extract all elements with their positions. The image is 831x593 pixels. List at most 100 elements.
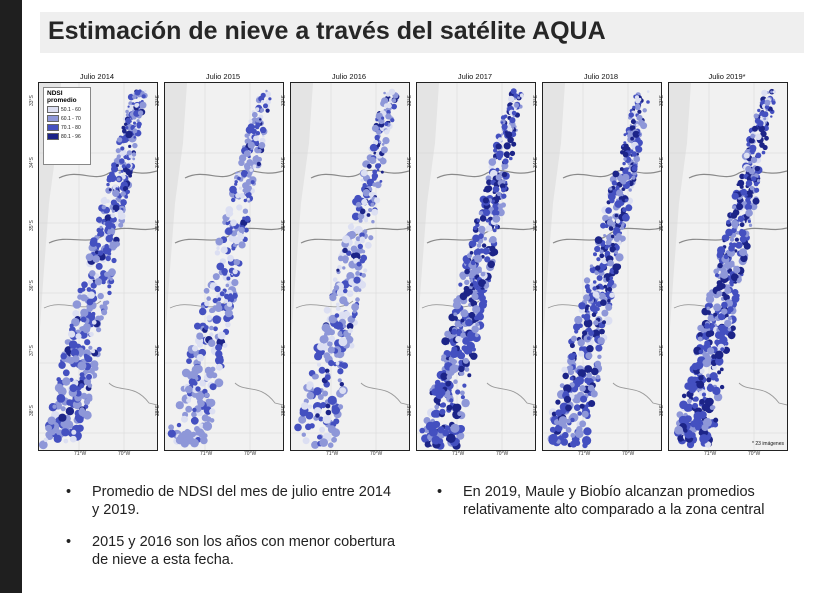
snow-cell bbox=[366, 213, 371, 217]
snow-cell bbox=[492, 209, 500, 217]
snow-cell bbox=[225, 221, 230, 226]
snow-cell bbox=[106, 199, 110, 204]
snow-cell bbox=[635, 98, 641, 104]
snow-cell bbox=[362, 189, 371, 197]
snow-cell bbox=[132, 128, 138, 134]
snow-cell bbox=[745, 165, 752, 173]
snow-cell bbox=[570, 433, 576, 438]
snow-cell bbox=[620, 150, 625, 155]
snow-cell bbox=[737, 215, 745, 222]
snow-cell bbox=[482, 197, 489, 204]
snow-cell bbox=[62, 377, 71, 386]
snow-cell bbox=[602, 320, 606, 325]
snow-cell bbox=[96, 327, 102, 333]
coast-shade bbox=[417, 83, 439, 343]
snow-cell bbox=[105, 300, 110, 305]
map-graphic bbox=[543, 83, 661, 450]
snow-cell bbox=[708, 330, 715, 337]
snow-cell bbox=[83, 398, 91, 405]
snow-cell bbox=[709, 405, 715, 411]
snow-cell bbox=[452, 300, 462, 310]
snow-cell bbox=[352, 314, 357, 319]
lon-tick-label: 70°W bbox=[622, 451, 635, 457]
snow-cell bbox=[477, 288, 482, 293]
snow-cell bbox=[717, 262, 723, 269]
snow-cell bbox=[583, 313, 591, 321]
snow-cell bbox=[595, 374, 601, 380]
snow-cell bbox=[483, 236, 487, 241]
snow-cell bbox=[351, 303, 359, 311]
region-border bbox=[552, 227, 661, 244]
snow-cell bbox=[120, 199, 127, 206]
snow-cell bbox=[221, 258, 226, 264]
snow-cell bbox=[593, 320, 599, 326]
bullet-marker: • bbox=[437, 484, 443, 500]
snow-cell bbox=[746, 142, 751, 147]
snow-cell bbox=[76, 415, 84, 424]
snow-cell bbox=[249, 168, 253, 172]
snow-cell bbox=[730, 262, 735, 268]
snow-cell bbox=[357, 243, 363, 250]
snow-cell bbox=[560, 438, 569, 446]
lat-tick-label: 33°S bbox=[533, 95, 539, 106]
snow-cell bbox=[633, 155, 641, 163]
snow-cell bbox=[608, 279, 615, 286]
snow-cell bbox=[132, 157, 136, 161]
snow-cell bbox=[104, 271, 110, 277]
snow-cell bbox=[240, 170, 249, 178]
snow-cell bbox=[471, 267, 478, 274]
snow-cell bbox=[495, 225, 499, 229]
snow-cell bbox=[109, 171, 115, 178]
snow-cell bbox=[739, 184, 744, 189]
snow-cell bbox=[333, 285, 340, 291]
snow-cell bbox=[262, 134, 265, 138]
snow-cell bbox=[584, 306, 589, 311]
snow-cell bbox=[136, 119, 140, 123]
snow-cell bbox=[68, 330, 76, 338]
snow-cell bbox=[214, 285, 221, 293]
snow-cell bbox=[360, 178, 364, 182]
snow-cell bbox=[238, 154, 247, 162]
snow-cell bbox=[358, 280, 367, 289]
snow-cell bbox=[226, 276, 231, 281]
snow-cell bbox=[608, 216, 613, 221]
snow-cell bbox=[71, 429, 77, 435]
snow-cell bbox=[730, 325, 736, 331]
snow-cell bbox=[206, 296, 211, 301]
snow-cell bbox=[614, 213, 619, 218]
snow-cell bbox=[374, 181, 382, 189]
snow-cell bbox=[237, 233, 245, 241]
snow-cell bbox=[595, 265, 601, 271]
snow-cell bbox=[748, 137, 755, 144]
snow-cell bbox=[575, 376, 584, 385]
snow-cell bbox=[194, 322, 201, 330]
snow-cell bbox=[457, 411, 462, 417]
snow-cell bbox=[230, 219, 237, 227]
legend-item: 60.1 - 70 bbox=[47, 114, 90, 123]
snow-cell bbox=[473, 315, 479, 321]
snow-cell bbox=[108, 226, 112, 230]
snow-cell bbox=[213, 326, 218, 332]
snow-cell bbox=[85, 253, 94, 262]
snow-cell bbox=[497, 137, 503, 143]
snow-cell bbox=[563, 384, 572, 393]
snow-cell bbox=[739, 235, 747, 243]
snow-cell bbox=[437, 426, 445, 434]
snow-cell bbox=[501, 123, 508, 131]
snow-cell bbox=[487, 260, 495, 269]
snow-cell bbox=[733, 265, 739, 271]
snow-cell bbox=[259, 118, 262, 121]
snow-cell bbox=[346, 322, 354, 330]
lon-tick-label: 71°W bbox=[452, 451, 465, 457]
snow-cell bbox=[770, 90, 773, 94]
snow-cell bbox=[198, 423, 204, 429]
panel-title: Julio 2016 bbox=[331, 72, 367, 81]
snow-cell bbox=[264, 91, 271, 98]
snow-cell bbox=[258, 142, 266, 149]
snow-cell bbox=[721, 301, 728, 309]
snow-cell bbox=[474, 290, 478, 294]
snow-cell bbox=[583, 294, 590, 302]
snow-cell bbox=[696, 380, 705, 389]
snow-cell bbox=[576, 426, 583, 433]
snow-cell bbox=[192, 440, 198, 446]
